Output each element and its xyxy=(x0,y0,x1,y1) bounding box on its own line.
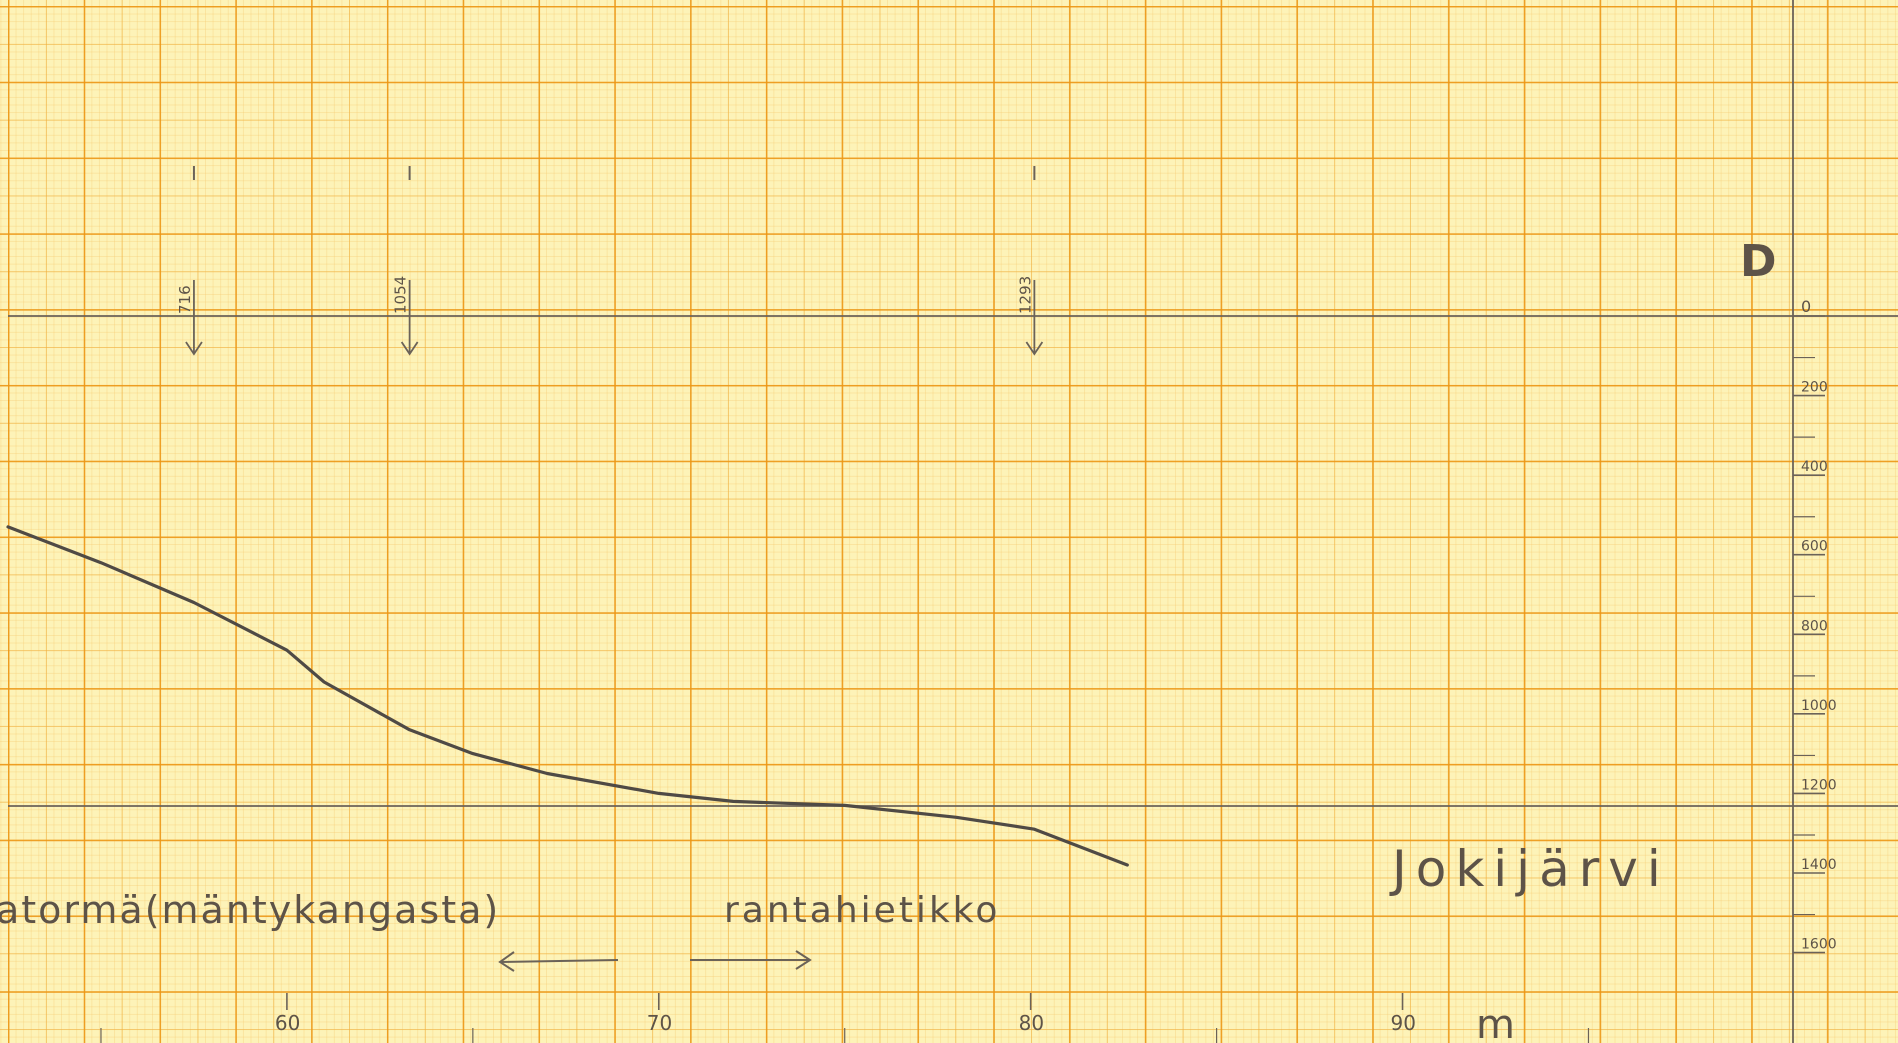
marker-label-1054: 1054 xyxy=(392,276,410,314)
marker-label-1293: 1293 xyxy=(1016,276,1034,314)
profile-line xyxy=(6,525,1129,867)
y-tick-label-1600: 1600 xyxy=(1801,937,1837,953)
marker-arrowhead xyxy=(1025,341,1044,356)
x-tick-label-80: 80 xyxy=(1019,1011,1044,1035)
x-tick-label-70: 70 xyxy=(647,1011,672,1035)
y-tick-label-1000: 1000 xyxy=(1801,698,1837,714)
marker-716: 716 xyxy=(176,166,203,356)
left-arrow xyxy=(498,951,619,972)
annotation-lake: Jokijärvi xyxy=(1389,840,1670,898)
marker-arrowhead xyxy=(400,341,419,356)
x-tick-label-60: 60 xyxy=(275,1011,300,1035)
marker-1293: 1293 xyxy=(1016,166,1044,356)
y-tick-label-1200: 1200 xyxy=(1801,777,1837,793)
annotation-left: atormä(mäntykangasta) xyxy=(0,888,500,932)
y-tick-label-200: 200 xyxy=(1801,380,1828,396)
y-tick-label-0: 0 xyxy=(1801,297,1811,316)
marker-1054: 1054 xyxy=(392,166,419,356)
y-tick-label-400: 400 xyxy=(1801,459,1828,475)
x-axis-ticks: 60 70 80 90 xyxy=(100,993,1590,1043)
y-tick-label-800: 800 xyxy=(1801,618,1828,634)
y-axis-ticks: 0 200 400 600 800 1000 1200 1400 1600 xyxy=(1793,297,1837,954)
annotation-center: rantahietikko xyxy=(724,890,1000,931)
depth-markers: 716 1054 1293 xyxy=(176,166,1044,356)
y-axis-label: D xyxy=(1740,236,1777,287)
x-axis-unit-label: m xyxy=(1476,1002,1515,1043)
right-arrow xyxy=(690,950,812,970)
marker-label-716: 716 xyxy=(176,285,194,314)
marker-arrowhead xyxy=(185,341,203,356)
x-tick-label-90: 90 xyxy=(1391,1011,1416,1035)
y-tick-label-1400: 1400 xyxy=(1801,857,1837,873)
y-tick-label-600: 600 xyxy=(1801,539,1828,555)
